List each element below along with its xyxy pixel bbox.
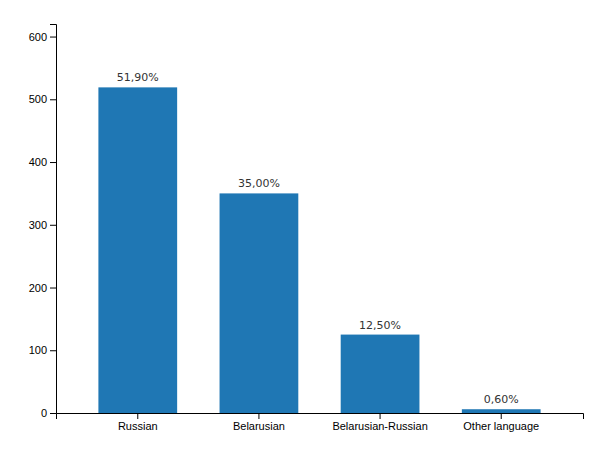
data-labels: 51,90% 35,00% 12,50% 0,60%	[117, 71, 519, 406]
y-axis-line	[50, 25, 57, 414]
y-tick-label: 400	[29, 156, 47, 168]
y-tick: 600	[29, 31, 56, 43]
chart-container: 0 100 200 300 400 500 600 Russian Belarusian Bela…	[0, 0, 607, 457]
bar	[220, 193, 299, 413]
y-tick-label: 100	[29, 344, 47, 356]
bar	[462, 409, 541, 413]
x-tick-mark	[258, 413, 259, 419]
y-tick-label: 600	[29, 31, 47, 43]
data-label: 51,90%	[117, 71, 159, 84]
plot: 0 100 200 300 400 500 600 Russian Belarusian Bela…	[29, 25, 584, 432]
y-tick: 400	[29, 156, 56, 168]
bars	[98, 87, 540, 413]
bar	[341, 335, 420, 413]
y-tick-mark	[50, 350, 56, 351]
x-tick: Russian	[118, 413, 158, 432]
y-tick-label: 500	[29, 93, 47, 105]
x-tick: Belarusian	[233, 413, 285, 432]
x-tick-label: Russian	[118, 420, 158, 432]
x-tick: Belarusian-Russian	[332, 413, 427, 432]
y-tick-label: 200	[29, 282, 47, 294]
data-label: 35,00%	[238, 177, 280, 190]
bar	[98, 87, 177, 413]
y-tick: 200	[29, 282, 56, 294]
x-tick-mark	[501, 413, 502, 419]
x-axis-line	[57, 414, 584, 420]
x-tick: Other language	[463, 413, 539, 432]
chart-svg: 0 100 200 300 400 500 600 Russian Belarusian Bela…	[0, 0, 607, 457]
x-tick-label: Belarusian-Russian	[332, 420, 427, 432]
x-axis: Russian Belarusian Belarusian-Russian Other…	[57, 413, 584, 432]
x-tick-mark	[137, 413, 138, 419]
data-label: 12,50%	[359, 319, 401, 332]
y-tick-mark	[50, 162, 56, 163]
y-tick: 500	[29, 93, 56, 105]
y-tick-mark	[50, 413, 56, 414]
data-label: 0,60%	[484, 393, 519, 406]
y-tick-mark	[50, 288, 56, 289]
x-tick-mark	[380, 413, 381, 419]
y-tick: 300	[29, 219, 56, 231]
y-tick: 0	[41, 407, 56, 419]
y-axis: 0 100 200 300 400 500 600	[29, 25, 57, 420]
y-tick-mark	[50, 225, 56, 226]
x-tick-label: Belarusian	[233, 420, 285, 432]
y-tick-label: 300	[29, 219, 47, 231]
y-tick-mark	[50, 99, 56, 100]
y-tick-mark	[50, 37, 56, 38]
x-tick-label: Other language	[463, 420, 539, 432]
y-tick: 100	[29, 344, 56, 356]
y-tick-label: 0	[41, 407, 47, 419]
